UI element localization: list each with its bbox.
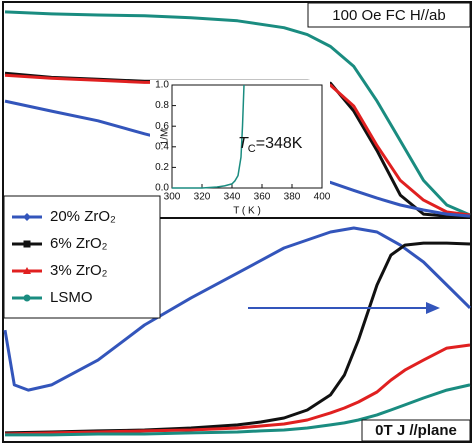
series-line [4, 343, 471, 436]
legend-marker [23, 213, 31, 221]
y-tick-label: 0.6 [155, 121, 169, 132]
y-tick-label: 0.2 [155, 162, 169, 173]
x-tick-label: 400 [314, 192, 331, 203]
legend-label: LSMO [50, 289, 93, 306]
legend-marker [23, 240, 31, 248]
y-tick-label: 0.8 [155, 100, 169, 111]
legend-marker [23, 294, 31, 302]
inset-background [150, 80, 330, 214]
x-tick-label: 300 [164, 192, 181, 203]
x-tick-label: 320 [194, 192, 211, 203]
annotation-box [361, 419, 471, 442]
annotation-box [307, 2, 471, 28]
inset-frame [171, 84, 323, 189]
x-tick-label: 360 [254, 192, 271, 203]
legend: 20% ZrO₂ 6% ZrO₂ 3% ZrO₂ LSMO [12, 208, 116, 306]
series-line [4, 10, 471, 217]
x-tick-label: 380 [284, 192, 301, 203]
bottom-panel-frame [2, 217, 472, 443]
legend-label: 3% ZrO₂ [50, 262, 108, 279]
x-tick-label: 340 [224, 192, 241, 203]
inset: 300 320 340 360 380 400 0.0 0.2 0.4 0.6 0.8 1.0 [155, 80, 331, 203]
arrow-head [426, 302, 440, 314]
top-annotation: 100 Oe FC H//ab [332, 7, 445, 24]
y-tick-label: 1.0 [155, 80, 169, 91]
y-tick-label: 0.0 [155, 183, 169, 194]
legend-label: 20% ZrO₂ [50, 208, 116, 225]
series-line [172, 84, 245, 189]
y-tick-label: 0.4 [155, 141, 169, 152]
inset-x-label: T ( K ) [233, 206, 261, 217]
bottom-annotation: 0T J //plane [375, 422, 457, 439]
inset-annotation: TC=348K [238, 135, 303, 155]
annotation-text: =348K [256, 135, 303, 152]
series-line [3, 226, 472, 392]
legend-marker [23, 267, 31, 274]
series-line [5, 383, 471, 437]
annotation-subscript: C [248, 143, 256, 155]
annotation-symbol: T [238, 135, 249, 152]
legend-label: 6% ZrO₂ [50, 235, 108, 252]
inset-y-label: 1/M [160, 129, 171, 146]
